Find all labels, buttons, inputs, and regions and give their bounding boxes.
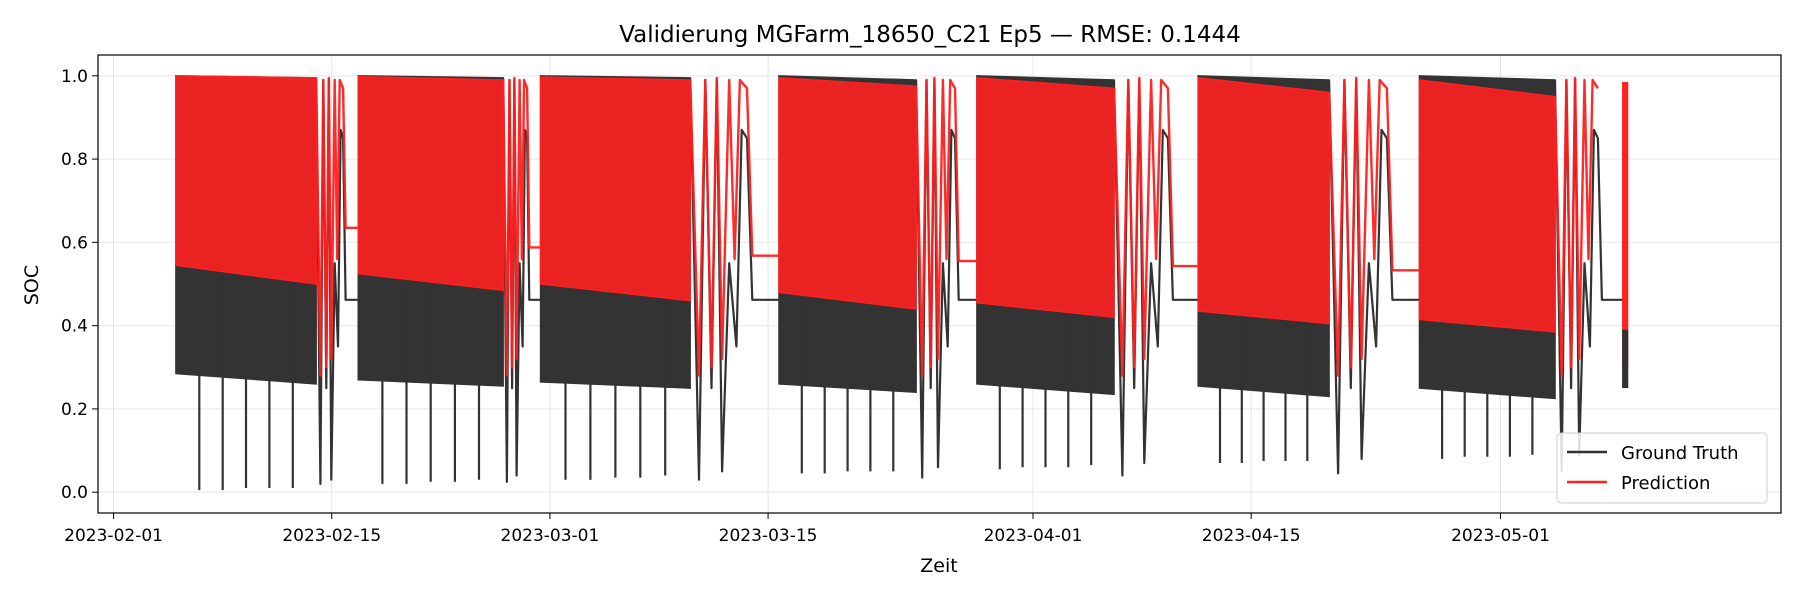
legend-label-ground-truth: Ground Truth <box>1621 443 1739 464</box>
legend: Ground Truth Prediction <box>1557 433 1767 503</box>
x-tick-label: 2023-02-01 <box>64 526 163 546</box>
prediction-cycle-block <box>358 77 503 291</box>
x-tick-label: 2023-03-15 <box>719 526 818 546</box>
y-tick-label: 0.2 <box>61 400 88 420</box>
y-tick-label: 0.6 <box>61 233 88 253</box>
x-tick-label: 2023-03-01 <box>501 526 600 546</box>
ground-truth-final-block <box>1622 330 1628 388</box>
legend-label-prediction: Prediction <box>1621 473 1710 494</box>
prediction-final-block <box>1622 82 1628 367</box>
prediction-cycle-block <box>1419 80 1555 332</box>
y-tick-label: 0.4 <box>61 317 88 337</box>
x-tick-label: 2023-04-15 <box>1202 526 1301 546</box>
y-tick-label: 1.0 <box>61 67 88 87</box>
prediction-cycle-block <box>977 78 1114 317</box>
prediction-cycle-block <box>779 78 916 309</box>
x-axis-title: Zeit <box>920 555 957 577</box>
y-tick-label: 0.8 <box>61 150 88 170</box>
prediction-cycle-block <box>176 76 316 284</box>
y-axis-title: SOC <box>21 265 43 305</box>
chart-title: Validierung MGFarm_18650_C21 Ep5 — RMSE:… <box>619 22 1241 48</box>
y-tick-label: 0.0 <box>61 483 88 503</box>
prediction-cycle-block <box>541 77 691 301</box>
x-tick-label: 2023-04-01 <box>984 526 1083 546</box>
prediction-cycle-block <box>1198 78 1329 324</box>
x-tick-label: 2023-02-15 <box>282 526 381 546</box>
x-tick-label: 2023-05-01 <box>1451 526 1550 546</box>
